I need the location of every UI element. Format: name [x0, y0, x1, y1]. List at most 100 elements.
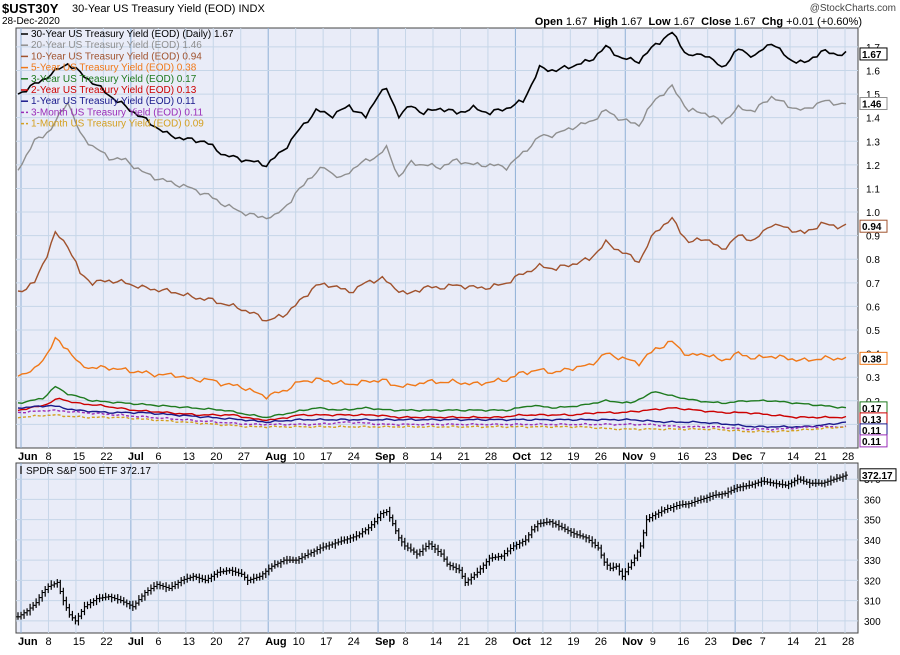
x-tick-label: 28 — [485, 636, 497, 648]
chart-title: 30-Year US Treasury Yield (EOD) INDX — [72, 3, 265, 15]
x-tick-label: 14 — [787, 451, 799, 463]
x-tick-label: 15 — [73, 636, 85, 648]
series-line — [17, 385, 847, 419]
y-tick-label: 320 — [864, 576, 881, 587]
series-line — [17, 336, 847, 400]
y-tick-label: 1.1 — [866, 184, 880, 195]
series-line — [17, 414, 847, 433]
x-tick-label: Oct — [512, 636, 531, 648]
yield-series — [17, 31, 847, 433]
x-tick-label: 19 — [567, 636, 579, 648]
x-tick-label: 21 — [457, 636, 469, 648]
high-value: 1.67 — [620, 16, 643, 28]
spy-legend: SPDR S&P 500 ETF 372.17 — [20, 466, 151, 477]
x-tick-label: 21 — [457, 451, 469, 463]
series-line — [17, 409, 847, 431]
x-tick-label: 9 — [650, 636, 656, 648]
y-tick-label: 350 — [864, 516, 881, 527]
x-tick-label: 15 — [73, 451, 85, 463]
low-value: 1.67 — [673, 16, 695, 28]
x-tick-label: 14 — [430, 451, 442, 463]
x-tick-label: Jul — [128, 451, 144, 463]
x-tick-label: 9 — [650, 451, 656, 463]
yield-panel — [15, 27, 859, 449]
x-tick-label: 7 — [760, 636, 766, 648]
x-tick-label: 8 — [403, 636, 409, 648]
x-tick-label: 17 — [320, 636, 332, 648]
x-tick-label: 17 — [320, 451, 332, 463]
value-label-box — [859, 434, 888, 448]
x-tick-label: Dec — [732, 451, 752, 463]
x-tick-label: 7 — [760, 451, 766, 463]
y-tick-label: 340 — [864, 536, 881, 547]
x-tick-label: 16 — [677, 636, 689, 648]
legend-entry: 20-Year US Treasury Yield (EOD) 1.46 — [31, 40, 202, 51]
series-line — [17, 404, 847, 429]
open-label: Open — [534, 16, 563, 28]
value-label: 372.17 — [862, 471, 893, 482]
yield-legend: 30-Year US Treasury Yield (EOD) (Daily) … — [21, 29, 234, 130]
x-tick-label: 12 — [540, 451, 552, 463]
value-label: 0.17 — [862, 404, 882, 415]
x-tick-label: Sep — [375, 451, 395, 463]
x-tick-label: 14 — [787, 636, 799, 648]
spy-y-axis: 300310320330340350360370 — [864, 475, 881, 628]
x-tick-label: Jun — [18, 636, 38, 648]
x-tick-label: 28 — [842, 451, 854, 463]
spy-x-axis: Jun 8 15 22 Jul 6 13 20 27 Aug 10 17 24 Sep 8 14 21 28 Oct… — [18, 636, 854, 648]
x-tick-label: 27 — [238, 451, 250, 463]
x-tick-label: 21 — [815, 636, 827, 648]
high-label: High — [593, 16, 618, 28]
legend-entry: SPDR S&P 500 ETF 372.17 — [26, 466, 151, 477]
x-tick-label: 27 — [238, 636, 250, 648]
x-tick-label: 22 — [100, 451, 112, 463]
y-tick-label: 0.6 — [866, 302, 880, 313]
y-tick-label: 1.3 — [866, 137, 880, 148]
x-tick-label: 26 — [595, 451, 607, 463]
x-tick-label: 20 — [210, 451, 222, 463]
x-tick-label: 8 — [45, 451, 51, 463]
x-tick-label: 20 — [210, 636, 222, 648]
x-tick-label: 28 — [842, 636, 854, 648]
legend-entry: 10-Year US Treasury Yield (EOD) 0.94 — [31, 51, 202, 62]
spy-gridlines — [16, 463, 858, 633]
value-label-box — [859, 97, 888, 111]
x-tick-label: 24 — [348, 451, 360, 463]
spy-series — [16, 471, 848, 626]
legend-entry: 3-Month US Treasury Yield (EOD) 0.11 — [31, 107, 204, 118]
y-tick-label: 0.5 — [866, 326, 880, 337]
open-value: 1.67 — [565, 16, 588, 28]
value-label-box — [859, 219, 888, 233]
x-tick-label: 26 — [595, 636, 607, 648]
series-line — [17, 83, 847, 220]
x-tick-label: Sep — [375, 636, 395, 648]
legend-entry: 1-Month US Treasury Yield (EOD) 0.09 — [31, 119, 204, 130]
x-tick-label: 10 — [293, 451, 305, 463]
ohlc-readout: Open 1.67 High 1.67 Low 1.67 Close 1.67 … — [535, 16, 862, 28]
x-tick-label: 22 — [100, 636, 112, 648]
chg-label: Chg — [761, 16, 784, 28]
legend-entry: 2-Year US Treasury Yield (EOD) 0.13 — [31, 85, 197, 96]
y-tick-label: 0.3 — [866, 373, 880, 384]
x-tick-label: 6 — [155, 451, 161, 463]
value-label-box — [859, 351, 888, 365]
brand-watermark: @StockCharts.com — [809, 3, 896, 14]
y-tick-label: 310 — [864, 597, 881, 608]
value-label: 1.46 — [862, 100, 882, 111]
x-tick-label: 19 — [567, 451, 579, 463]
x-tick-label: 12 — [540, 636, 552, 648]
x-tick-label: 13 — [183, 636, 195, 648]
y-tick-label: 1.4 — [866, 114, 880, 125]
close-value: 1.67 — [734, 16, 756, 28]
x-tick-label: 16 — [677, 451, 689, 463]
x-tick-label: 8 — [45, 636, 51, 648]
x-tick-label: 10 — [293, 636, 305, 648]
x-tick-label: 14 — [430, 636, 442, 648]
legend-entry: 30-Year US Treasury Yield (EOD) (Daily) … — [31, 29, 234, 40]
x-tick-label: Aug — [265, 636, 286, 648]
y-tick-label: 0.8 — [866, 255, 880, 266]
x-tick-label: 23 — [705, 636, 717, 648]
